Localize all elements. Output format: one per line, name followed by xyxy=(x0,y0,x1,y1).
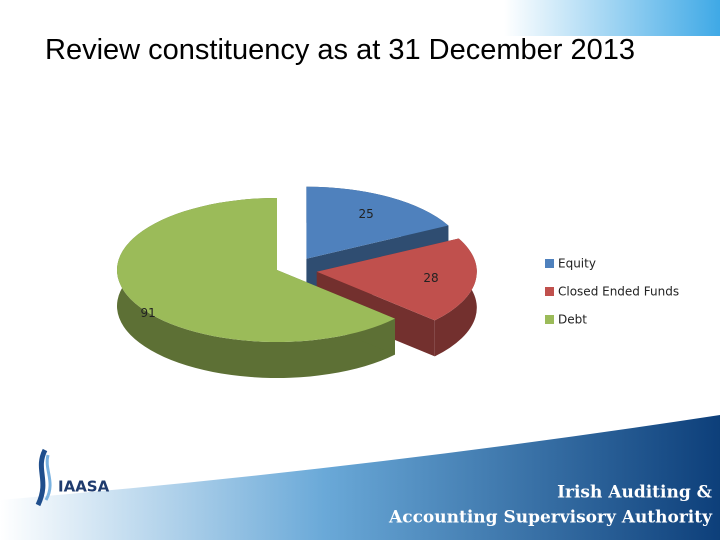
legend-label: Closed Ended Funds xyxy=(558,285,679,299)
data-label: 28 xyxy=(423,271,438,285)
legend-swatch xyxy=(545,315,554,324)
footer-text: Accounting Supervisory Authority xyxy=(388,508,713,528)
logo-text: IAASA xyxy=(58,478,110,496)
data-label: 25 xyxy=(359,207,374,221)
legend-swatch xyxy=(545,287,554,296)
data-label: 91 xyxy=(140,306,155,320)
logo-swoosh xyxy=(44,454,52,501)
logo-swoosh xyxy=(35,448,48,507)
legend-label: Equity xyxy=(558,257,596,271)
footer-text: Irish Auditing & xyxy=(557,483,713,503)
slice xyxy=(306,186,449,259)
footer-band xyxy=(0,415,720,540)
legend-swatch xyxy=(545,259,554,268)
chart-title: Review constituency as at 31 December 20… xyxy=(45,34,635,66)
slice xyxy=(316,238,477,321)
legend-label: Debt xyxy=(558,313,587,327)
slice xyxy=(116,198,395,343)
header-band xyxy=(0,0,720,36)
